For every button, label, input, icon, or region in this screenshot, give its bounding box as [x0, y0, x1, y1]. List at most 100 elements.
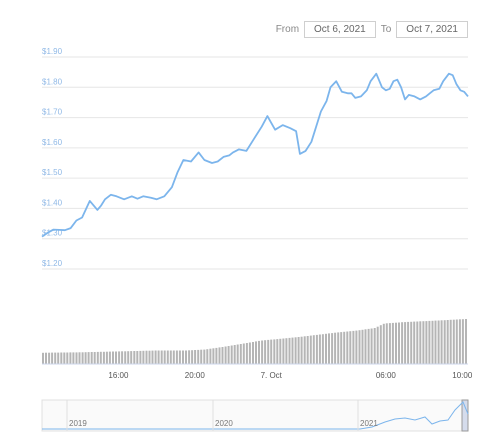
- volume-bar: [142, 350, 145, 364]
- volume-bar: [264, 340, 267, 364]
- navigator-tick-label: 2021: [360, 419, 378, 428]
- volume-bar: [261, 340, 264, 364]
- volume-bar: [151, 350, 154, 364]
- volume-bar: [212, 348, 215, 364]
- volume-bar: [285, 338, 288, 364]
- x-tick-label: 7. Oct: [261, 371, 283, 380]
- volume-bar: [282, 338, 285, 364]
- volume-bar: [157, 350, 160, 364]
- x-tick-label: 10:00: [452, 371, 473, 380]
- volume-bar: [136, 351, 139, 364]
- volume-bar: [413, 321, 416, 364]
- volume-bar: [175, 350, 178, 364]
- volume-bar: [325, 333, 327, 364]
- volume-bar: [172, 350, 175, 364]
- volume-bar: [431, 320, 434, 364]
- volume-bar: [166, 350, 169, 364]
- volume-bar: [303, 336, 306, 364]
- volume-bar: [291, 337, 294, 364]
- volume-bar: [358, 330, 361, 364]
- volume-bar: [45, 352, 47, 364]
- volume-bar: [75, 352, 78, 364]
- volume-bar: [312, 335, 315, 364]
- volume-bar: [425, 321, 428, 364]
- volume-bar: [337, 332, 340, 364]
- volume-bar: [81, 352, 84, 364]
- volume-bar: [72, 352, 75, 364]
- volume-bar: [395, 322, 397, 364]
- volume-bar: [349, 331, 352, 364]
- volume-bar: [410, 321, 413, 364]
- y-tick-label: $1.40: [42, 198, 63, 207]
- from-date-input[interactable]: Oct 6, 2021: [304, 21, 376, 38]
- volume-bar: [276, 339, 279, 364]
- volume-bar: [239, 344, 242, 364]
- volume-bar: [90, 352, 93, 364]
- volume-bar: [242, 343, 245, 364]
- volume-bar: [455, 319, 458, 364]
- to-date-input[interactable]: Oct 7, 2021: [396, 21, 468, 38]
- volume-bar: [331, 333, 334, 364]
- price-series-line[interactable]: [41, 72, 469, 238]
- volume-bar: [118, 351, 121, 364]
- volume-bar: [236, 344, 239, 364]
- navigator[interactable]: 2019 2020 2021: [41, 399, 469, 432]
- volume-bar: [306, 336, 309, 364]
- volume-bar: [309, 335, 312, 364]
- volume-bar: [379, 325, 382, 364]
- volume-bar: [203, 349, 206, 364]
- volume-bar: [69, 352, 72, 364]
- volume-bar: [288, 337, 291, 364]
- volume-bar: [197, 349, 200, 364]
- volume-bar: [48, 352, 51, 364]
- volume-bar: [446, 320, 449, 364]
- y-tick-label: $1.20: [42, 259, 63, 268]
- volume-bar: [364, 329, 367, 364]
- y-tick-label: $1.30: [42, 229, 63, 238]
- volume-bar: [163, 350, 166, 364]
- volume-bar: [382, 323, 385, 364]
- volume-bar: [99, 351, 102, 364]
- volume-bar: [209, 348, 212, 364]
- volume-bar: [93, 352, 96, 364]
- volume-bar: [108, 351, 111, 364]
- volume-bar: [194, 350, 197, 364]
- volume-bar: [279, 338, 282, 364]
- volume-bar: [51, 352, 54, 364]
- volume-bar: [206, 349, 209, 364]
- volume-bar: [78, 352, 81, 364]
- volume-bar: [127, 351, 130, 364]
- volume-bars: [42, 319, 467, 365]
- volume-bar: [440, 320, 443, 364]
- volume-bar: [115, 351, 117, 364]
- volume-bar: [227, 346, 230, 364]
- y-tick-label: $1.90: [42, 47, 63, 56]
- volume-bar: [130, 351, 133, 364]
- volume-bar: [388, 323, 391, 364]
- navigator-series: [42, 401, 469, 430]
- volume-bar: [346, 331, 349, 364]
- volume-bar: [255, 341, 257, 364]
- volume-bar: [145, 350, 148, 364]
- volume-bar: [42, 352, 44, 365]
- volume-bar: [391, 322, 394, 364]
- volume-bar: [355, 330, 358, 364]
- volume-bar: [404, 322, 407, 364]
- volume-bar: [248, 342, 251, 364]
- from-label: From: [275, 24, 300, 35]
- volume-bar: [419, 321, 422, 364]
- volume-bar: [401, 322, 404, 364]
- volume-bar: [273, 339, 276, 364]
- volume-bar: [154, 350, 157, 364]
- volume-bar: [66, 352, 69, 364]
- volume-bar: [352, 330, 355, 364]
- navigator-selected-range[interactable]: [461, 399, 469, 432]
- volume-bar: [318, 334, 321, 364]
- volume-bar: [84, 352, 87, 364]
- x-tick-label: 06:00: [376, 371, 397, 380]
- volume-bar: [218, 347, 221, 364]
- volume-bar: [102, 351, 105, 364]
- y-tick-label: $1.80: [42, 77, 63, 86]
- volume-bar: [428, 320, 431, 364]
